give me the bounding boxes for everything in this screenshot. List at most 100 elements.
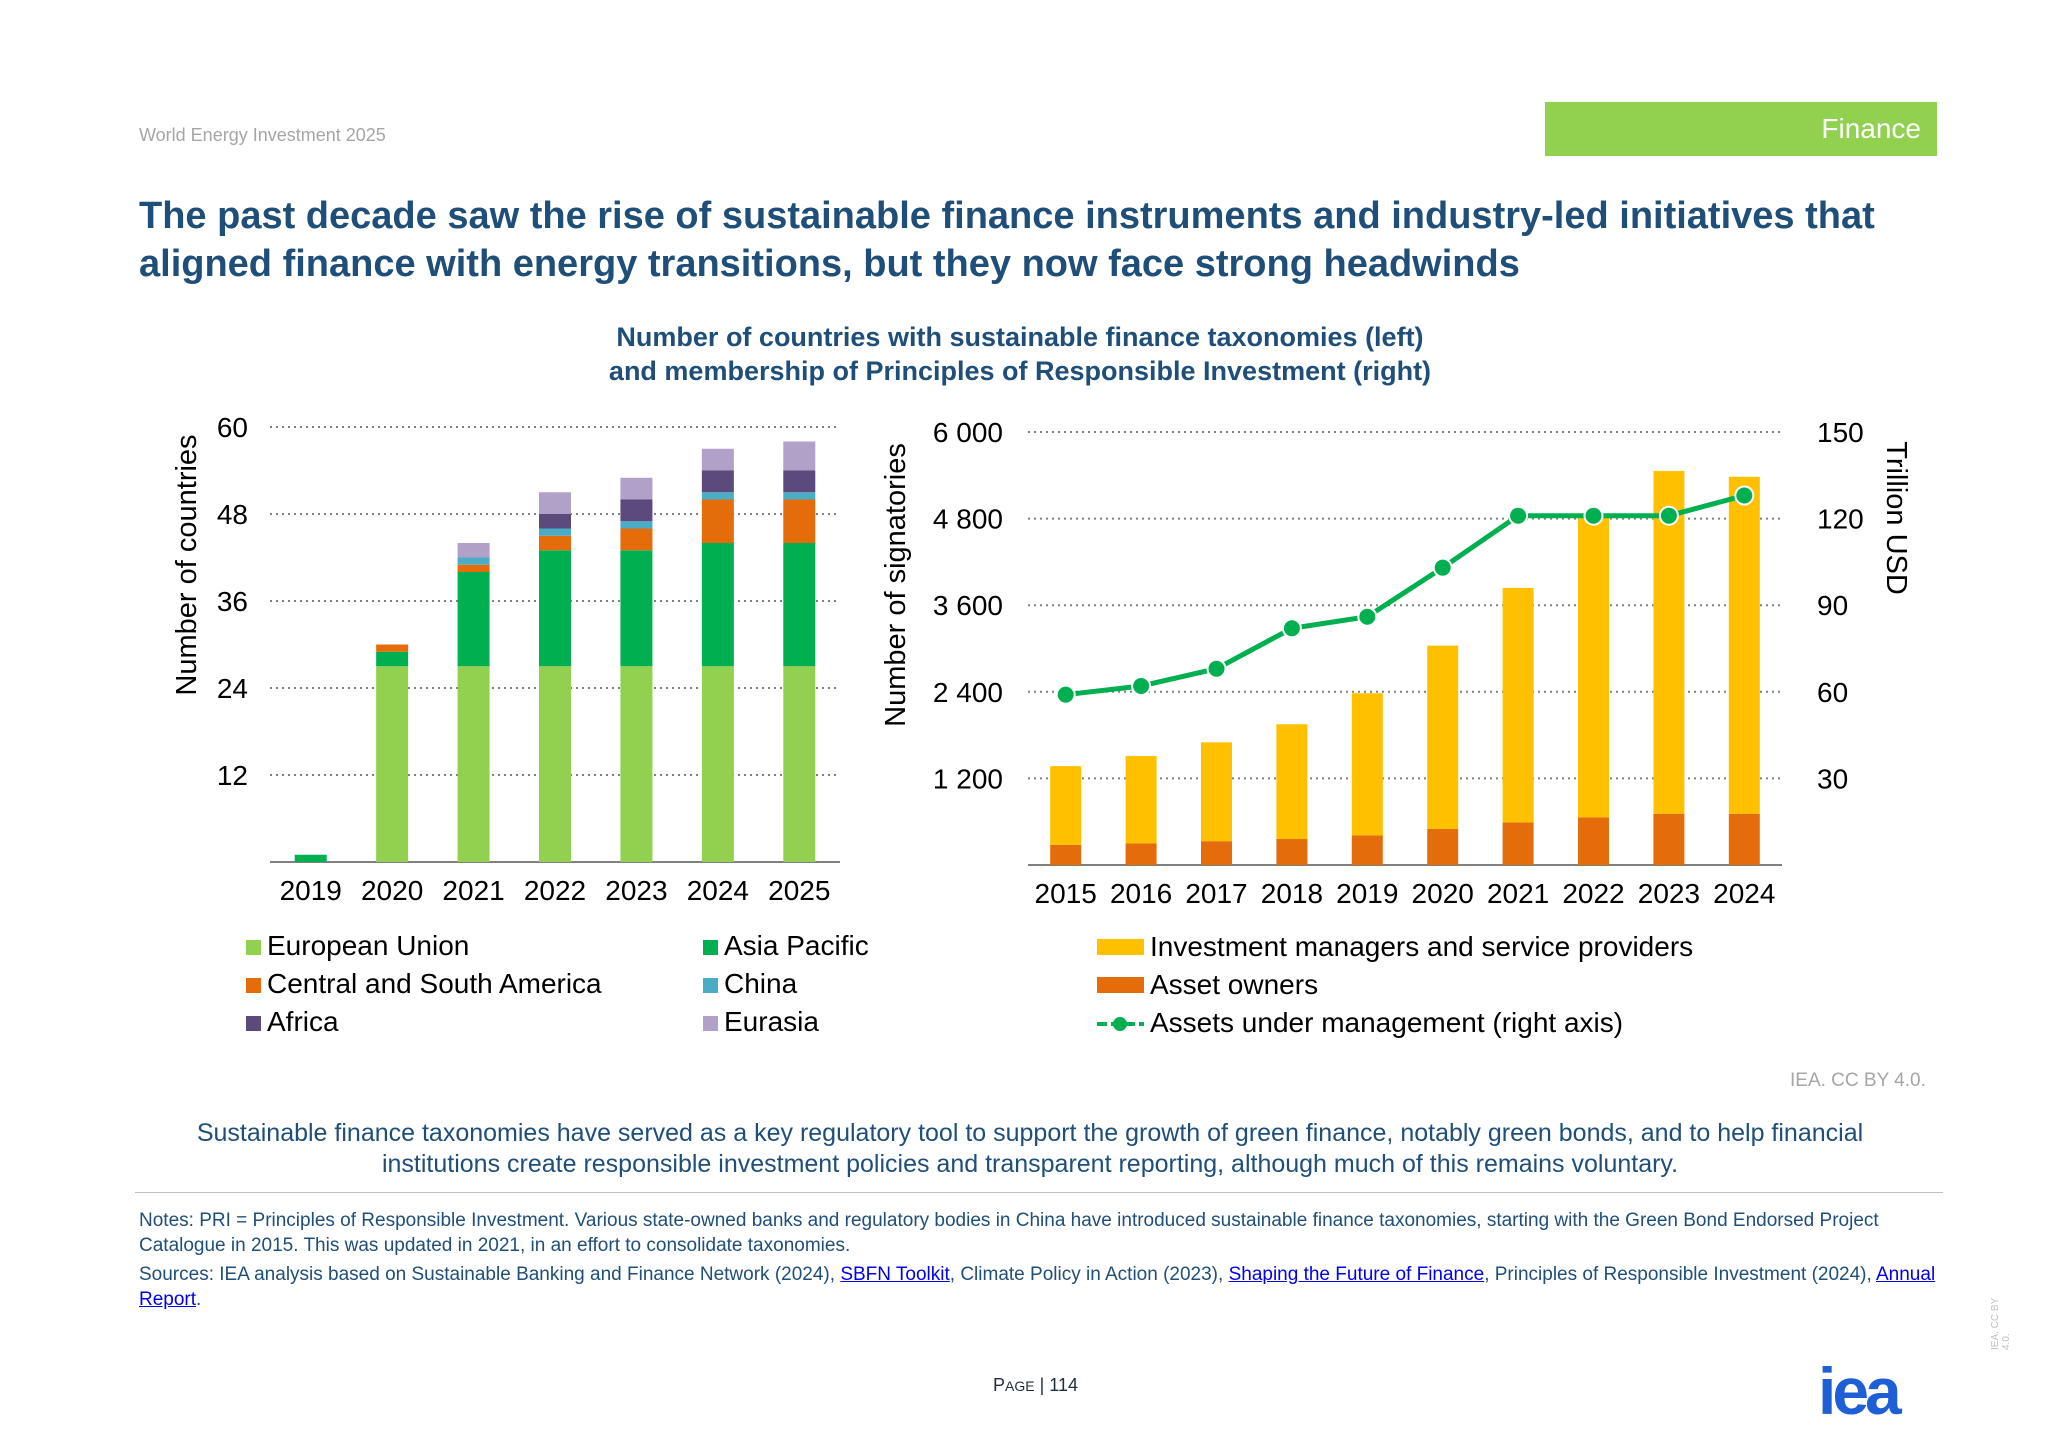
annual-report-link[interactable]: Annual Report bbox=[139, 1264, 1936, 1310]
right-x-tick-label: 2024 bbox=[1713, 878, 1775, 909]
bar-asset-owners-2021 bbox=[1502, 822, 1534, 865]
bar-investment-managers-and-service-providers-2023 bbox=[1653, 470, 1685, 814]
left-x-tick-label: 2022 bbox=[524, 875, 586, 906]
bar-investment-managers-and-service-providers-2024 bbox=[1728, 476, 1760, 814]
bar-eurasia-2023 bbox=[620, 477, 653, 500]
left-x-tick-label: 2020 bbox=[361, 875, 423, 906]
bar-china-2022 bbox=[539, 528, 571, 536]
point-aum-2021 bbox=[1508, 505, 1529, 526]
right-y-tick-label: 2 400 bbox=[933, 677, 1003, 708]
legend-swatch-investment-managers-and-service-providers bbox=[1097, 939, 1144, 955]
page-label-first: P bbox=[993, 1375, 1006, 1395]
bar-central-and-south-america-2021 bbox=[457, 564, 490, 572]
right-y2-axis-label: Trillion USD bbox=[1880, 441, 1912, 595]
bar-asset-owners-2020 bbox=[1427, 828, 1459, 865]
page-headline: The past decade saw the rise of sustaina… bbox=[139, 195, 1875, 285]
point-aum-2015 bbox=[1055, 684, 1076, 705]
bar-central-and-south-america-2024 bbox=[701, 499, 734, 543]
bar-asia-pacific-2020 bbox=[376, 651, 409, 667]
left-y-axis-label: Number of countries bbox=[171, 434, 203, 695]
legend-label-central-and-south-america: Central and South America bbox=[267, 968, 602, 999]
page-label-rest: AGE bbox=[1005, 1378, 1035, 1394]
line-assets-under-management bbox=[1065, 493, 1745, 698]
point-aum-2023 bbox=[1658, 505, 1679, 526]
bar-central-and-south-america-2023 bbox=[620, 528, 653, 551]
bar-china-2024 bbox=[701, 492, 734, 500]
left-x-tick-label: 2023 bbox=[605, 875, 667, 906]
point-aum-2024 bbox=[1734, 485, 1755, 506]
bar-investment-managers-and-service-providers-2021 bbox=[1502, 587, 1534, 823]
bar-asset-owners-2022 bbox=[1578, 817, 1609, 865]
bar-investment-managers-and-service-providers-2022 bbox=[1578, 516, 1609, 818]
left-x-tick-label: 2024 bbox=[687, 875, 749, 906]
right-x-tick-label: 2019 bbox=[1336, 878, 1398, 909]
bar-investment-managers-and-service-providers-2019 bbox=[1351, 693, 1383, 836]
legend-label-assets-under-management-right-axis: Assets under management (right axis) bbox=[1150, 1007, 1623, 1038]
bar-asia-pacific-2019 bbox=[294, 854, 327, 862]
page-number: PAGE | 114 bbox=[993, 1375, 1078, 1396]
left-y-tick-label: 24 bbox=[217, 673, 248, 704]
sbfn-toolkit-link[interactable]: SBFN Toolkit bbox=[840, 1264, 950, 1285]
legend-label-european-union: European Union bbox=[267, 930, 469, 961]
bar-asia-pacific-2024 bbox=[701, 543, 734, 667]
sources-text: Sources: IEA analysis based on Sustainab… bbox=[139, 1262, 1939, 1312]
right-x-tick-label: 2015 bbox=[1035, 878, 1097, 909]
legend-label-asia-pacific: Asia Pacific bbox=[724, 930, 869, 961]
right-y2-tick-label: 90 bbox=[1817, 590, 1848, 621]
right-y-tick-label: 3 600 bbox=[933, 590, 1003, 621]
legend-swatch-asset-owners bbox=[1097, 977, 1144, 993]
left-x-tick-label: 2019 bbox=[280, 875, 342, 906]
right-y-tick-label: 4 800 bbox=[933, 504, 1003, 535]
right-y2-tick-label: 30 bbox=[1817, 763, 1848, 794]
right-x-tick-label: 2020 bbox=[1412, 878, 1474, 909]
legend-swatch-european-union bbox=[246, 940, 261, 955]
divider bbox=[135, 1192, 1943, 1193]
left-y-tick-label: 36 bbox=[217, 586, 248, 617]
bar-european-union-2020 bbox=[376, 666, 409, 862]
bar-central-and-south-america-2020 bbox=[376, 644, 409, 652]
point-aum-2019 bbox=[1357, 606, 1378, 627]
left-y-tick-label: 12 bbox=[217, 760, 248, 791]
key-message: Sustainable finance taxonomies have serv… bbox=[196, 1119, 1864, 1178]
bar-european-union-2023 bbox=[620, 666, 653, 862]
section-tab[interactable]: Finance bbox=[1545, 102, 1937, 156]
legend-swatch-china bbox=[703, 978, 718, 993]
right-y-tick-label: 6 000 bbox=[933, 417, 1003, 448]
bar-investment-managers-and-service-providers-2017 bbox=[1201, 742, 1232, 842]
bar-asset-owners-2017 bbox=[1201, 841, 1232, 865]
report-name: World Energy Investment 2025 bbox=[139, 125, 386, 145]
right-chart-pri-membership: 1 200 2 400 3 600 4 800 6 000 30 60 90 120 150 Num… bbox=[880, 417, 1912, 909]
left-y-tick-label: 48 bbox=[217, 499, 248, 530]
bar-asset-owners-2023 bbox=[1653, 813, 1685, 865]
bar-investment-managers-and-service-providers-2016 bbox=[1125, 756, 1157, 844]
bar-africa-2025 bbox=[783, 470, 816, 493]
legend-swatch-eurasia bbox=[703, 1016, 718, 1031]
right-x-tick-label: 2017 bbox=[1185, 878, 1247, 909]
bar-asset-owners-2018 bbox=[1276, 839, 1308, 865]
left-x-tick-label: 2025 bbox=[768, 875, 830, 906]
right-y-axis-label: Number of signatories bbox=[880, 443, 912, 727]
bar-eurasia-2022 bbox=[539, 492, 571, 514]
bar-european-union-2024 bbox=[701, 666, 734, 862]
bar-eurasia-2024 bbox=[701, 448, 734, 471]
bar-china-2021 bbox=[457, 557, 490, 565]
chart-credit: IEA. CC BY 4.0. bbox=[1790, 1070, 1926, 1091]
legend-label-asset-owners: Asset owners bbox=[1150, 969, 1318, 1000]
bar-asia-pacific-2023 bbox=[620, 550, 653, 667]
bar-asset-owners-2016 bbox=[1125, 843, 1157, 865]
page-separator: | bbox=[1034, 1375, 1050, 1395]
iea-logo: iea bbox=[1818, 1354, 1902, 1428]
right-y2-tick-label: 150 bbox=[1817, 417, 1864, 448]
bar-asia-pacific-2025 bbox=[783, 543, 816, 667]
shaping-future-finance-link[interactable]: Shaping the Future of Finance bbox=[1228, 1264, 1485, 1285]
bar-european-union-2022 bbox=[539, 666, 571, 862]
page-number-value: 114 bbox=[1049, 1375, 1078, 1395]
bar-eurasia-2021 bbox=[457, 543, 490, 558]
right-x-tick-label: 2022 bbox=[1562, 878, 1624, 909]
legend-swatch-asia-pacific bbox=[703, 940, 718, 955]
right-x-tick-label: 2021 bbox=[1487, 878, 1549, 909]
notes-text: Notes: PRI = Principles of Responsible I… bbox=[139, 1210, 1879, 1256]
bar-china-2023 bbox=[620, 521, 653, 529]
bar-european-union-2025 bbox=[783, 666, 816, 862]
side-credit: IEA. CC BY 4.0. bbox=[1990, 1297, 2012, 1350]
